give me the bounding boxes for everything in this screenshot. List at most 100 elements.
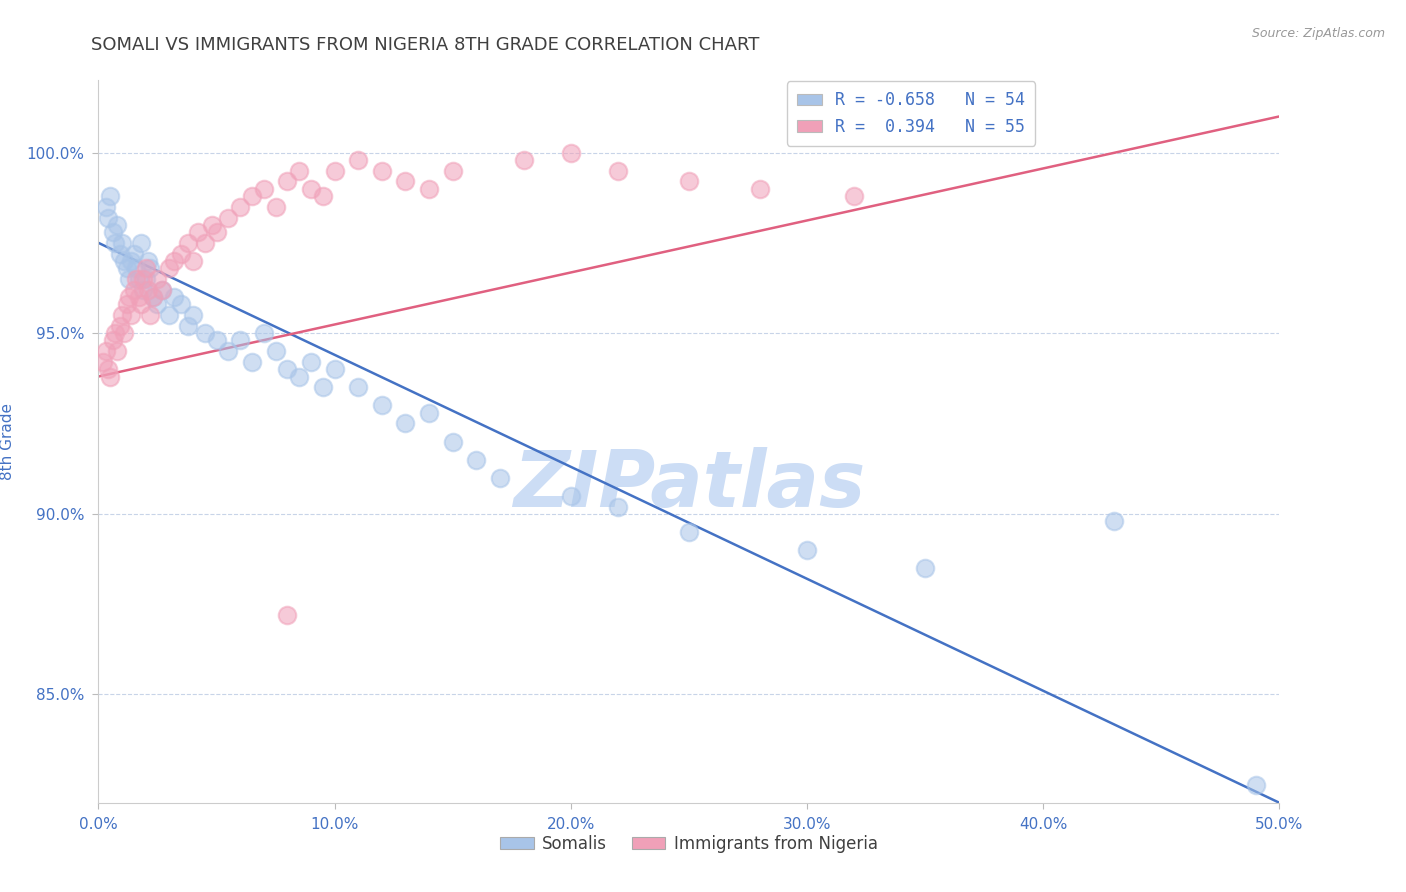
Point [288,163,311,178]
Point [170,246,193,260]
Point [111,235,134,250]
Point [118,272,141,286]
Point [115,297,138,311]
Point [112,254,135,268]
Point [108,318,131,333]
Point [139,308,162,322]
Point [276,607,298,622]
Point [136,254,159,268]
Point [94,200,117,214]
Point [125,261,148,276]
Point [560,145,582,160]
Point [104,235,127,250]
Point [111,308,134,322]
Point [128,290,150,304]
Point [177,235,200,250]
Point [128,272,150,286]
Point [177,318,200,333]
Point [276,362,298,376]
Point [112,326,135,341]
Point [150,283,173,297]
Point [121,254,143,268]
Point [132,272,155,286]
Point [122,246,145,260]
Point [139,261,162,276]
Point [101,225,124,239]
Point [181,308,204,322]
Point [122,283,145,297]
Point [163,290,186,304]
Point [229,334,252,348]
Point [104,326,127,341]
Point [418,406,440,420]
Point [394,417,416,431]
Point [607,163,630,178]
Point [118,290,141,304]
Point [678,524,700,539]
Point [121,308,143,322]
Point [264,200,287,214]
Point [323,362,346,376]
Point [105,344,128,359]
Point [312,380,335,394]
Point [299,355,322,369]
Text: ZIPatlas: ZIPatlas [513,447,865,523]
Point [129,235,152,250]
Point [101,334,124,348]
Point [132,283,155,297]
Point [371,399,394,413]
Point [678,174,700,188]
Point [157,308,180,322]
Point [129,297,152,311]
Point [607,500,630,514]
Point [97,362,120,376]
Point [1244,778,1267,792]
Point [205,334,228,348]
Point [418,182,440,196]
Point [150,283,173,297]
Legend: Somalis, Immigrants from Nigeria: Somalis, Immigrants from Nigeria [494,828,884,860]
Point [844,189,866,203]
Point [288,369,311,384]
Point [205,225,228,239]
Point [217,211,239,225]
Point [201,218,224,232]
Point [253,326,276,341]
Text: Source: ZipAtlas.com: Source: ZipAtlas.com [1251,27,1385,40]
Point [347,380,370,394]
Text: SOMALI VS IMMIGRANTS FROM NIGERIA 8TH GRADE CORRELATION CHART: SOMALI VS IMMIGRANTS FROM NIGERIA 8TH GR… [91,36,759,54]
Point [264,344,287,359]
Y-axis label: 8th Grade: 8th Grade [0,403,15,480]
Point [135,261,157,276]
Point [512,153,534,167]
Point [371,163,394,178]
Point [105,218,128,232]
Point [394,174,416,188]
Point [146,272,169,286]
Point [560,489,582,503]
Point [136,283,159,297]
Point [465,452,488,467]
Point [217,344,239,359]
Point [253,182,276,196]
Point [276,174,298,188]
Point [312,189,335,203]
Point [796,543,818,558]
Point [135,272,157,286]
Point [170,297,193,311]
Point [181,254,204,268]
Point [98,189,121,203]
Point [94,344,117,359]
Point [1102,514,1125,528]
Point [323,163,346,178]
Point [157,261,180,276]
Point [194,235,217,250]
Point [489,471,512,485]
Point [146,297,169,311]
Point [347,153,370,167]
Point [441,434,464,449]
Point [229,200,252,214]
Point [914,561,936,575]
Point [108,246,131,260]
Point [115,261,138,276]
